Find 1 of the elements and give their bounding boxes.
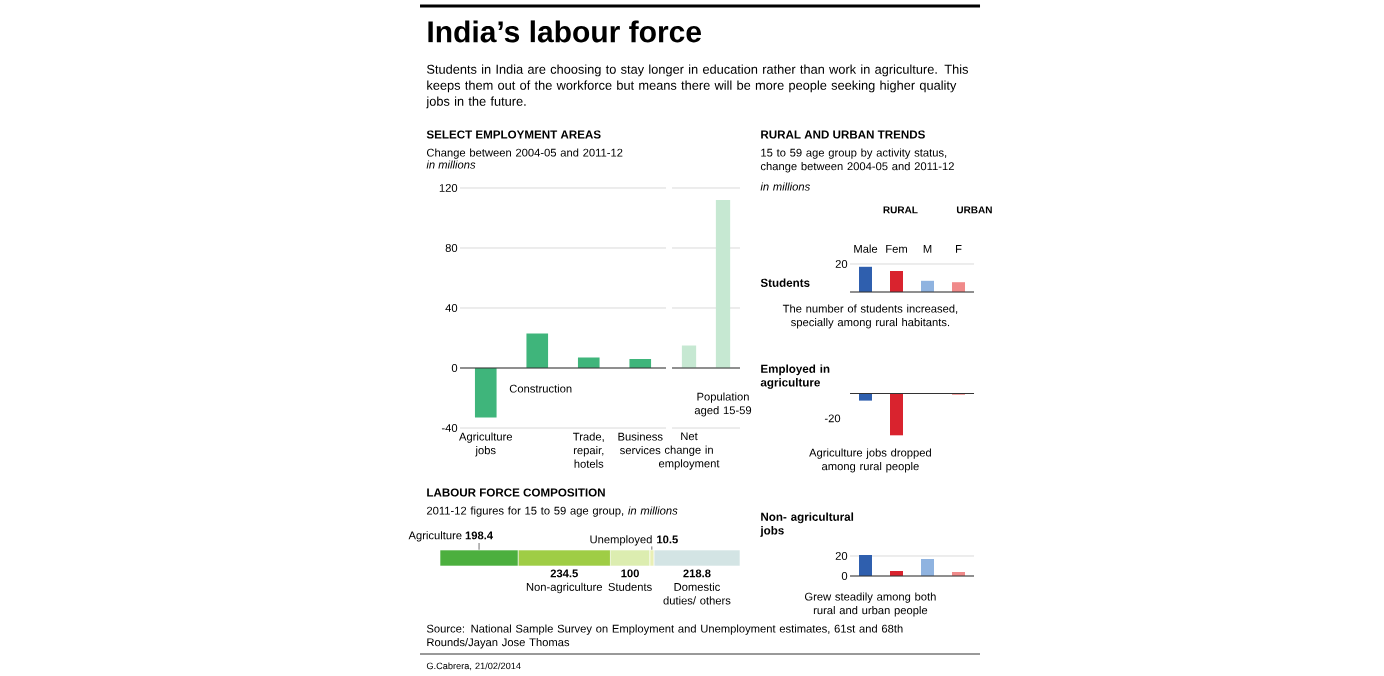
text: India’s labour force — [428, 20, 701, 43]
